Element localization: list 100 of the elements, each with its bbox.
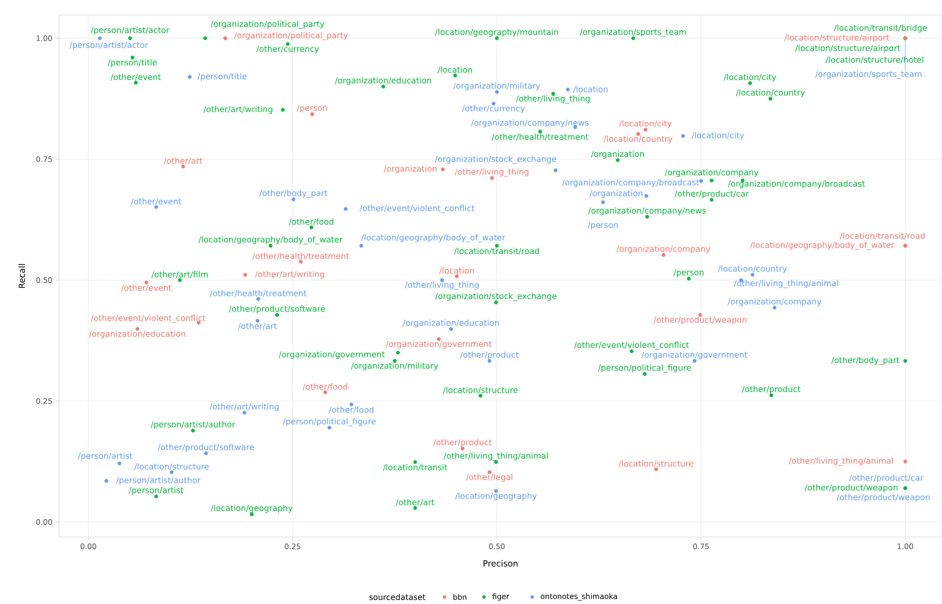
point bbox=[359, 244, 364, 248]
x-axis-title: Precison bbox=[484, 560, 518, 567]
data-label: /other/event bbox=[110, 74, 161, 81]
data-label: /other/art/film bbox=[151, 271, 208, 278]
data-label: /organization bbox=[590, 150, 644, 159]
data-label: /organization/government bbox=[386, 340, 492, 349]
data-label: /location/geography/body_of_water bbox=[198, 236, 343, 244]
data-label: /person/artist bbox=[78, 452, 133, 460]
data-label: /organization/company/broadcast bbox=[728, 180, 866, 188]
data-label: /other/living_thing/animal bbox=[444, 452, 548, 461]
data-label: /other/body_part bbox=[259, 190, 328, 198]
point bbox=[644, 194, 648, 198]
point bbox=[903, 460, 908, 464]
point bbox=[154, 205, 158, 209]
data-label: /other/product/weapon bbox=[653, 316, 746, 324]
point bbox=[903, 359, 908, 363]
data-label: /other/art bbox=[238, 322, 277, 330]
point bbox=[453, 74, 458, 78]
data-label: /person/artist/author bbox=[116, 476, 201, 485]
point bbox=[118, 462, 122, 466]
data-label: /other/art/writing bbox=[203, 106, 272, 114]
data-label: /location/city bbox=[692, 132, 744, 140]
point bbox=[104, 478, 108, 483]
data-label: /location bbox=[438, 66, 472, 74]
data-label: /other/event/violent_conflict bbox=[360, 204, 474, 214]
data-label: /person/artist/actor bbox=[90, 26, 170, 35]
data-label: /location/country bbox=[736, 89, 805, 98]
data-label: /location/city bbox=[619, 120, 672, 128]
point bbox=[441, 167, 445, 172]
data-label: /location/geography bbox=[455, 492, 537, 500]
data-label: /other/product/weapon bbox=[804, 484, 898, 492]
data-label: /location/transit/road bbox=[840, 232, 925, 240]
data-label: /other/food bbox=[328, 406, 374, 414]
data-label: /location/country bbox=[604, 136, 672, 144]
data-label: /location/country bbox=[718, 265, 787, 274]
data-label: /other/living_thing bbox=[404, 282, 479, 290]
data-label: /other/currency bbox=[462, 105, 525, 113]
data-label: /location bbox=[439, 267, 474, 274]
data-label: /other/product/software bbox=[228, 305, 325, 314]
data-label: /other/art/writing bbox=[255, 270, 324, 279]
data-label: /other/event/violent_conflict bbox=[90, 314, 206, 323]
data-label: /organization/education bbox=[89, 330, 186, 338]
data-label: /other/product bbox=[460, 351, 519, 360]
data-label: /location/structure bbox=[134, 463, 209, 470]
data-label: /location/transit/bridge bbox=[834, 24, 927, 32]
point bbox=[144, 280, 148, 284]
point bbox=[256, 297, 260, 301]
data-label: /organization/company bbox=[664, 169, 758, 177]
data-label: /person/artist/actor bbox=[69, 42, 148, 50]
data-label: /location/geography/body_of_water bbox=[750, 242, 894, 250]
data-label: /location/geography bbox=[210, 504, 292, 513]
data-label: /person bbox=[296, 104, 327, 112]
data-label: /organization/stock_exchange bbox=[435, 292, 556, 301]
data-label: /organization/government bbox=[641, 351, 748, 360]
point bbox=[181, 164, 186, 168]
data-label: /organization/company/news bbox=[471, 119, 589, 128]
data-label: /other/product/car bbox=[849, 474, 924, 482]
point bbox=[350, 402, 354, 406]
point bbox=[554, 168, 558, 172]
data-label: /organization/political_party bbox=[234, 32, 348, 40]
point bbox=[203, 36, 208, 40]
data-label: /other/product/weapon bbox=[836, 494, 930, 502]
data-label: /person/political_figure bbox=[282, 418, 376, 426]
data-label: /person/artist/author bbox=[150, 421, 236, 430]
data-label: /location/structure bbox=[442, 386, 518, 394]
data-label: /organization/government bbox=[278, 351, 385, 359]
point bbox=[280, 108, 285, 112]
data-label: /location/structure/airport bbox=[784, 34, 890, 42]
data-label: /other/art/writing bbox=[210, 403, 279, 412]
point bbox=[681, 134, 685, 138]
data-label: /person bbox=[673, 269, 704, 277]
data-label: /other/living_thing bbox=[454, 168, 528, 177]
data-label: /other/living_thing bbox=[516, 95, 590, 104]
data-label: /organization bbox=[384, 165, 436, 174]
data-label: /other/product bbox=[742, 386, 800, 394]
point bbox=[566, 88, 570, 92]
data-label: /location/structure/airport bbox=[795, 44, 900, 53]
point bbox=[601, 200, 605, 204]
data-label: /location/transit/road bbox=[454, 248, 539, 255]
data-label: /location/city bbox=[724, 74, 776, 82]
data-label: /other/art bbox=[164, 157, 202, 164]
data-label: /other/food bbox=[288, 218, 334, 226]
data-label: /other/legal bbox=[466, 474, 512, 482]
data-label: /organization/stock_exchange bbox=[434, 156, 556, 164]
point bbox=[396, 350, 400, 355]
data-label: /organization/company/broadcast bbox=[562, 179, 700, 187]
data-label: /other/health/treatment bbox=[210, 290, 307, 297]
point bbox=[243, 272, 248, 277]
data-label: /other/product/software bbox=[158, 444, 254, 452]
data-label: /other/living_thing/animal bbox=[734, 280, 838, 288]
point bbox=[413, 506, 418, 510]
data-label: /organization/sports_team bbox=[580, 28, 686, 37]
data-label: /other/body_part bbox=[831, 356, 900, 365]
point bbox=[188, 75, 192, 79]
point bbox=[223, 36, 228, 40]
data-label: /other/event/violent_conflict bbox=[574, 342, 689, 350]
data-label: /other/art bbox=[396, 498, 434, 506]
data-label: /organization/education bbox=[402, 320, 499, 328]
data-label: /other/event bbox=[130, 198, 182, 206]
point bbox=[128, 36, 132, 40]
